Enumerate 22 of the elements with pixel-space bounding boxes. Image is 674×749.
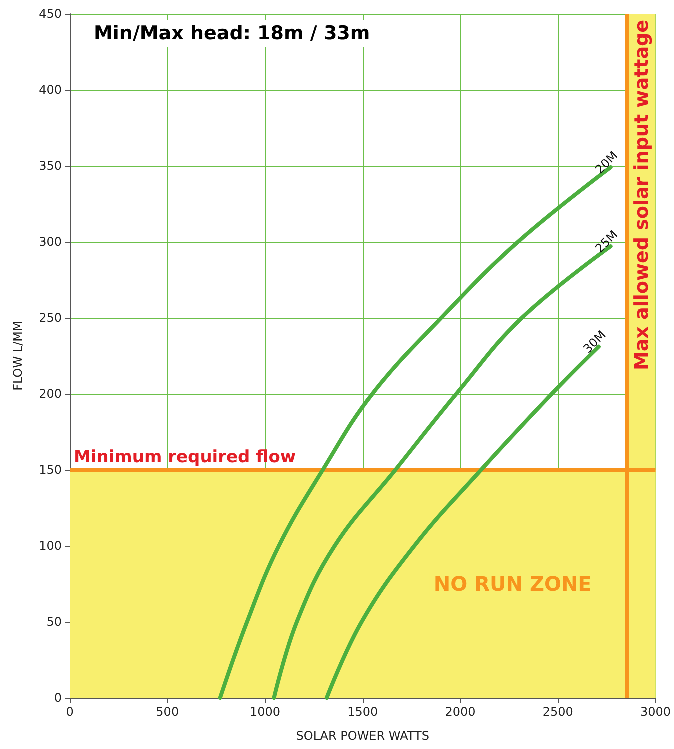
x-tick-label: 2500	[542, 705, 574, 719]
y-tick-label: 150	[39, 463, 62, 477]
y-tick-label: 450	[39, 7, 62, 21]
x-tick-label: 1500	[348, 705, 378, 719]
band-label: NO RUN ZONE	[434, 572, 592, 596]
ref-line-label: Max allowed solar input wattage	[630, 20, 653, 371]
y-tick-label: 300	[39, 235, 62, 249]
y-tick-label: 50	[46, 615, 62, 629]
y-tick-label: 250	[39, 311, 62, 325]
text: Min/Max head: 18m / 33m	[94, 22, 370, 44]
y-axis-title: FLOW L/MM	[11, 321, 25, 391]
x-axis-title: SOLAR POWER WATTS	[296, 729, 430, 743]
y-tick-label: 100	[39, 539, 62, 553]
x-tick-label: 1000	[250, 705, 281, 719]
x-tick-label: 0	[66, 705, 74, 719]
x-tick-label: 2000	[445, 705, 476, 719]
y-tick-label: 200	[39, 387, 62, 401]
y-tick-label: 0	[54, 691, 62, 705]
y-tick-label: 350	[39, 159, 62, 173]
x-tick-label: 500	[156, 705, 180, 719]
x-tick-label: 3000	[640, 705, 672, 719]
y-tick-label: 400	[39, 83, 62, 97]
